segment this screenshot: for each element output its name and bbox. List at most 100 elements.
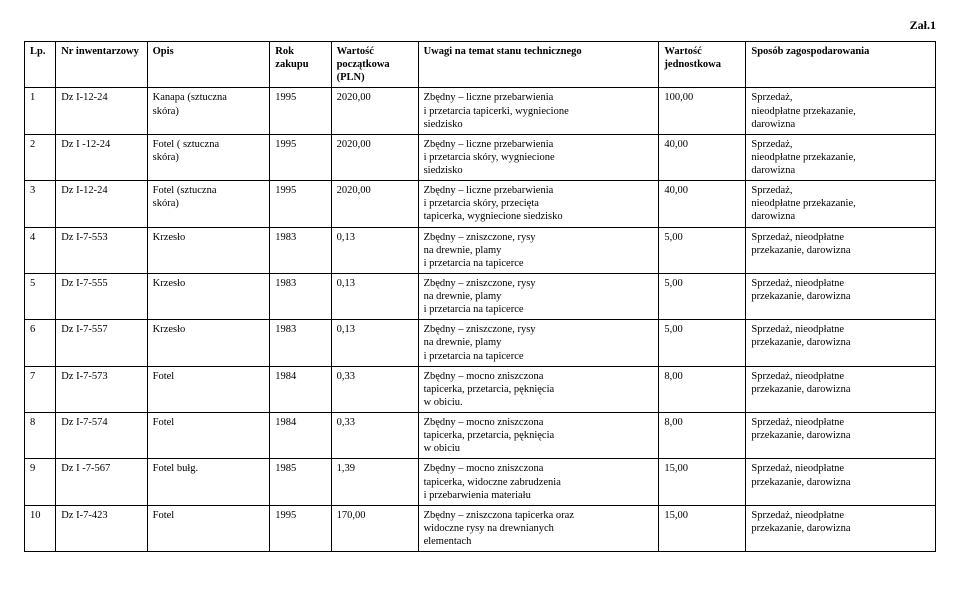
cell-opis: Fotel ( sztuczna skóra): [147, 134, 270, 180]
table-row: 1Dz I-12-24Kanapa (sztuczna skóra)199520…: [25, 88, 936, 134]
cell-rok: 1983: [270, 320, 331, 366]
cell-opis: Fotel (sztuczna skóra): [147, 181, 270, 227]
cell-wartosc: 2020,00: [331, 181, 418, 227]
cell-lp: 2: [25, 134, 56, 180]
cell-wartosc: 0,13: [331, 320, 418, 366]
cell-inv: Dz I-7-573: [56, 366, 147, 412]
cell-opis: Krzesło: [147, 320, 270, 366]
cell-sposob: Sprzedaż, nieodpłatne przekazanie, darow…: [746, 227, 936, 273]
cell-rok: 1984: [270, 366, 331, 412]
cell-jedn: 15,00: [659, 505, 746, 551]
cell-opis: Fotel: [147, 505, 270, 551]
cell-jedn: 8,00: [659, 413, 746, 459]
cell-jedn: 8,00: [659, 366, 746, 412]
table-row: 2Dz I -12-24Fotel ( sztuczna skóra)19952…: [25, 134, 936, 180]
cell-rok: 1995: [270, 505, 331, 551]
cell-inv: Dz I-12-24: [56, 181, 147, 227]
cell-inv: Dz I-7-574: [56, 413, 147, 459]
cell-opis: Fotel: [147, 366, 270, 412]
cell-wartosc: 170,00: [331, 505, 418, 551]
cell-lp: 7: [25, 366, 56, 412]
cell-opis: Krzesło: [147, 227, 270, 273]
cell-sposob: Sprzedaż, nieodpłatne przekazanie, darow…: [746, 459, 936, 505]
table-row: 7Dz I-7-573Fotel19840,33Zbędny – mocno z…: [25, 366, 936, 412]
cell-uwagi: Zbędny – liczne przebarwienia i przetarc…: [418, 134, 659, 180]
table-row: 9Dz I -7-567Fotel bułg.19851,39Zbędny – …: [25, 459, 936, 505]
cell-jedn: 40,00: [659, 134, 746, 180]
cell-rok: 1983: [270, 273, 331, 319]
cell-lp: 4: [25, 227, 56, 273]
cell-lp: 5: [25, 273, 56, 319]
cell-lp: 10: [25, 505, 56, 551]
cell-wartosc: 0,13: [331, 273, 418, 319]
cell-inv: Dz I-7-423: [56, 505, 147, 551]
col-jedn: Wartość jednostkowa: [659, 42, 746, 88]
cell-uwagi: Zbędny – mocno zniszczona tapicerka, wid…: [418, 459, 659, 505]
cell-rok: 1995: [270, 88, 331, 134]
cell-sposob: Sprzedaż, nieodpłatne przekazanie, darow…: [746, 273, 936, 319]
cell-inv: Dz I-7-557: [56, 320, 147, 366]
cell-wartosc: 0,13: [331, 227, 418, 273]
cell-wartosc: 2020,00: [331, 88, 418, 134]
col-opis: Opis: [147, 42, 270, 88]
cell-uwagi: Zbędny – liczne przebarwienia i przetarc…: [418, 88, 659, 134]
table-row: 5Dz I-7-555Krzesło19830,13Zbędny – znisz…: [25, 273, 936, 319]
cell-sposob: Sprzedaż, nieodpłatne przekazanie, darow…: [746, 320, 936, 366]
table-row: 10Dz I-7-423Fotel1995170,00Zbędny – znis…: [25, 505, 936, 551]
cell-rok: 1983: [270, 227, 331, 273]
inventory-table: Lp. Nr inwentarzowy Opis Rok zakupu Wart…: [24, 41, 936, 552]
cell-rok: 1984: [270, 413, 331, 459]
cell-jedn: 5,00: [659, 320, 746, 366]
cell-rok: 1995: [270, 181, 331, 227]
col-lp: Lp.: [25, 42, 56, 88]
cell-jedn: 15,00: [659, 459, 746, 505]
table-row: 4Dz I-7-553Krzesło19830,13Zbędny – znisz…: [25, 227, 936, 273]
col-rok: Rok zakupu: [270, 42, 331, 88]
table-header-row: Lp. Nr inwentarzowy Opis Rok zakupu Wart…: [25, 42, 936, 88]
table-row: 8Dz I-7-574Fotel19840,33Zbędny – mocno z…: [25, 413, 936, 459]
cell-jedn: 100,00: [659, 88, 746, 134]
cell-uwagi: Zbędny – zniszczona tapicerka oraz widoc…: [418, 505, 659, 551]
cell-jedn: 5,00: [659, 273, 746, 319]
cell-inv: Dz I-7-555: [56, 273, 147, 319]
col-sposob: Sposób zagospodarowania: [746, 42, 936, 88]
cell-inv: Dz I -7-567: [56, 459, 147, 505]
cell-lp: 3: [25, 181, 56, 227]
table-row: 6Dz I-7-557Krzesło19830,13Zbędny – znisz…: [25, 320, 936, 366]
cell-inv: Dz I -12-24: [56, 134, 147, 180]
cell-rok: 1985: [270, 459, 331, 505]
col-wartosc: Wartość początkowa (PLN): [331, 42, 418, 88]
cell-sposob: Sprzedaż, nieodpłatne przekazanie, darow…: [746, 413, 936, 459]
cell-wartosc: 2020,00: [331, 134, 418, 180]
cell-jedn: 5,00: [659, 227, 746, 273]
cell-uwagi: Zbędny – zniszczone, rysy na drewnie, pl…: [418, 227, 659, 273]
cell-opis: Kanapa (sztuczna skóra): [147, 88, 270, 134]
cell-sposob: Sprzedaż, nieodpłatne przekazanie, darow…: [746, 88, 936, 134]
cell-lp: 9: [25, 459, 56, 505]
cell-inv: Dz I-12-24: [56, 88, 147, 134]
attachment-label: Zał.1: [24, 18, 936, 33]
cell-lp: 6: [25, 320, 56, 366]
cell-jedn: 40,00: [659, 181, 746, 227]
cell-wartosc: 0,33: [331, 413, 418, 459]
col-uwagi: Uwagi na temat stanu technicznego: [418, 42, 659, 88]
cell-uwagi: Zbędny – zniszczone, rysy na drewnie, pl…: [418, 320, 659, 366]
cell-sposob: Sprzedaż, nieodpłatne przekazanie, darow…: [746, 505, 936, 551]
cell-lp: 1: [25, 88, 56, 134]
cell-sposob: Sprzedaż, nieodpłatne przekazanie, darow…: [746, 181, 936, 227]
cell-rok: 1995: [270, 134, 331, 180]
cell-inv: Dz I-7-553: [56, 227, 147, 273]
cell-opis: Krzesło: [147, 273, 270, 319]
cell-wartosc: 1,39: [331, 459, 418, 505]
col-inv: Nr inwentarzowy: [56, 42, 147, 88]
table-row: 3Dz I-12-24Fotel (sztuczna skóra)1995202…: [25, 181, 936, 227]
cell-opis: Fotel bułg.: [147, 459, 270, 505]
cell-uwagi: Zbędny – mocno zniszczona tapicerka, prz…: [418, 366, 659, 412]
cell-wartosc: 0,33: [331, 366, 418, 412]
cell-uwagi: Zbędny – liczne przebarwienia i przetarc…: [418, 181, 659, 227]
cell-uwagi: Zbędny – mocno zniszczona tapicerka, prz…: [418, 413, 659, 459]
cell-uwagi: Zbędny – zniszczone, rysy na drewnie, pl…: [418, 273, 659, 319]
cell-sposob: Sprzedaż, nieodpłatne przekazanie, darow…: [746, 366, 936, 412]
cell-opis: Fotel: [147, 413, 270, 459]
cell-sposob: Sprzedaż, nieodpłatne przekazanie, darow…: [746, 134, 936, 180]
